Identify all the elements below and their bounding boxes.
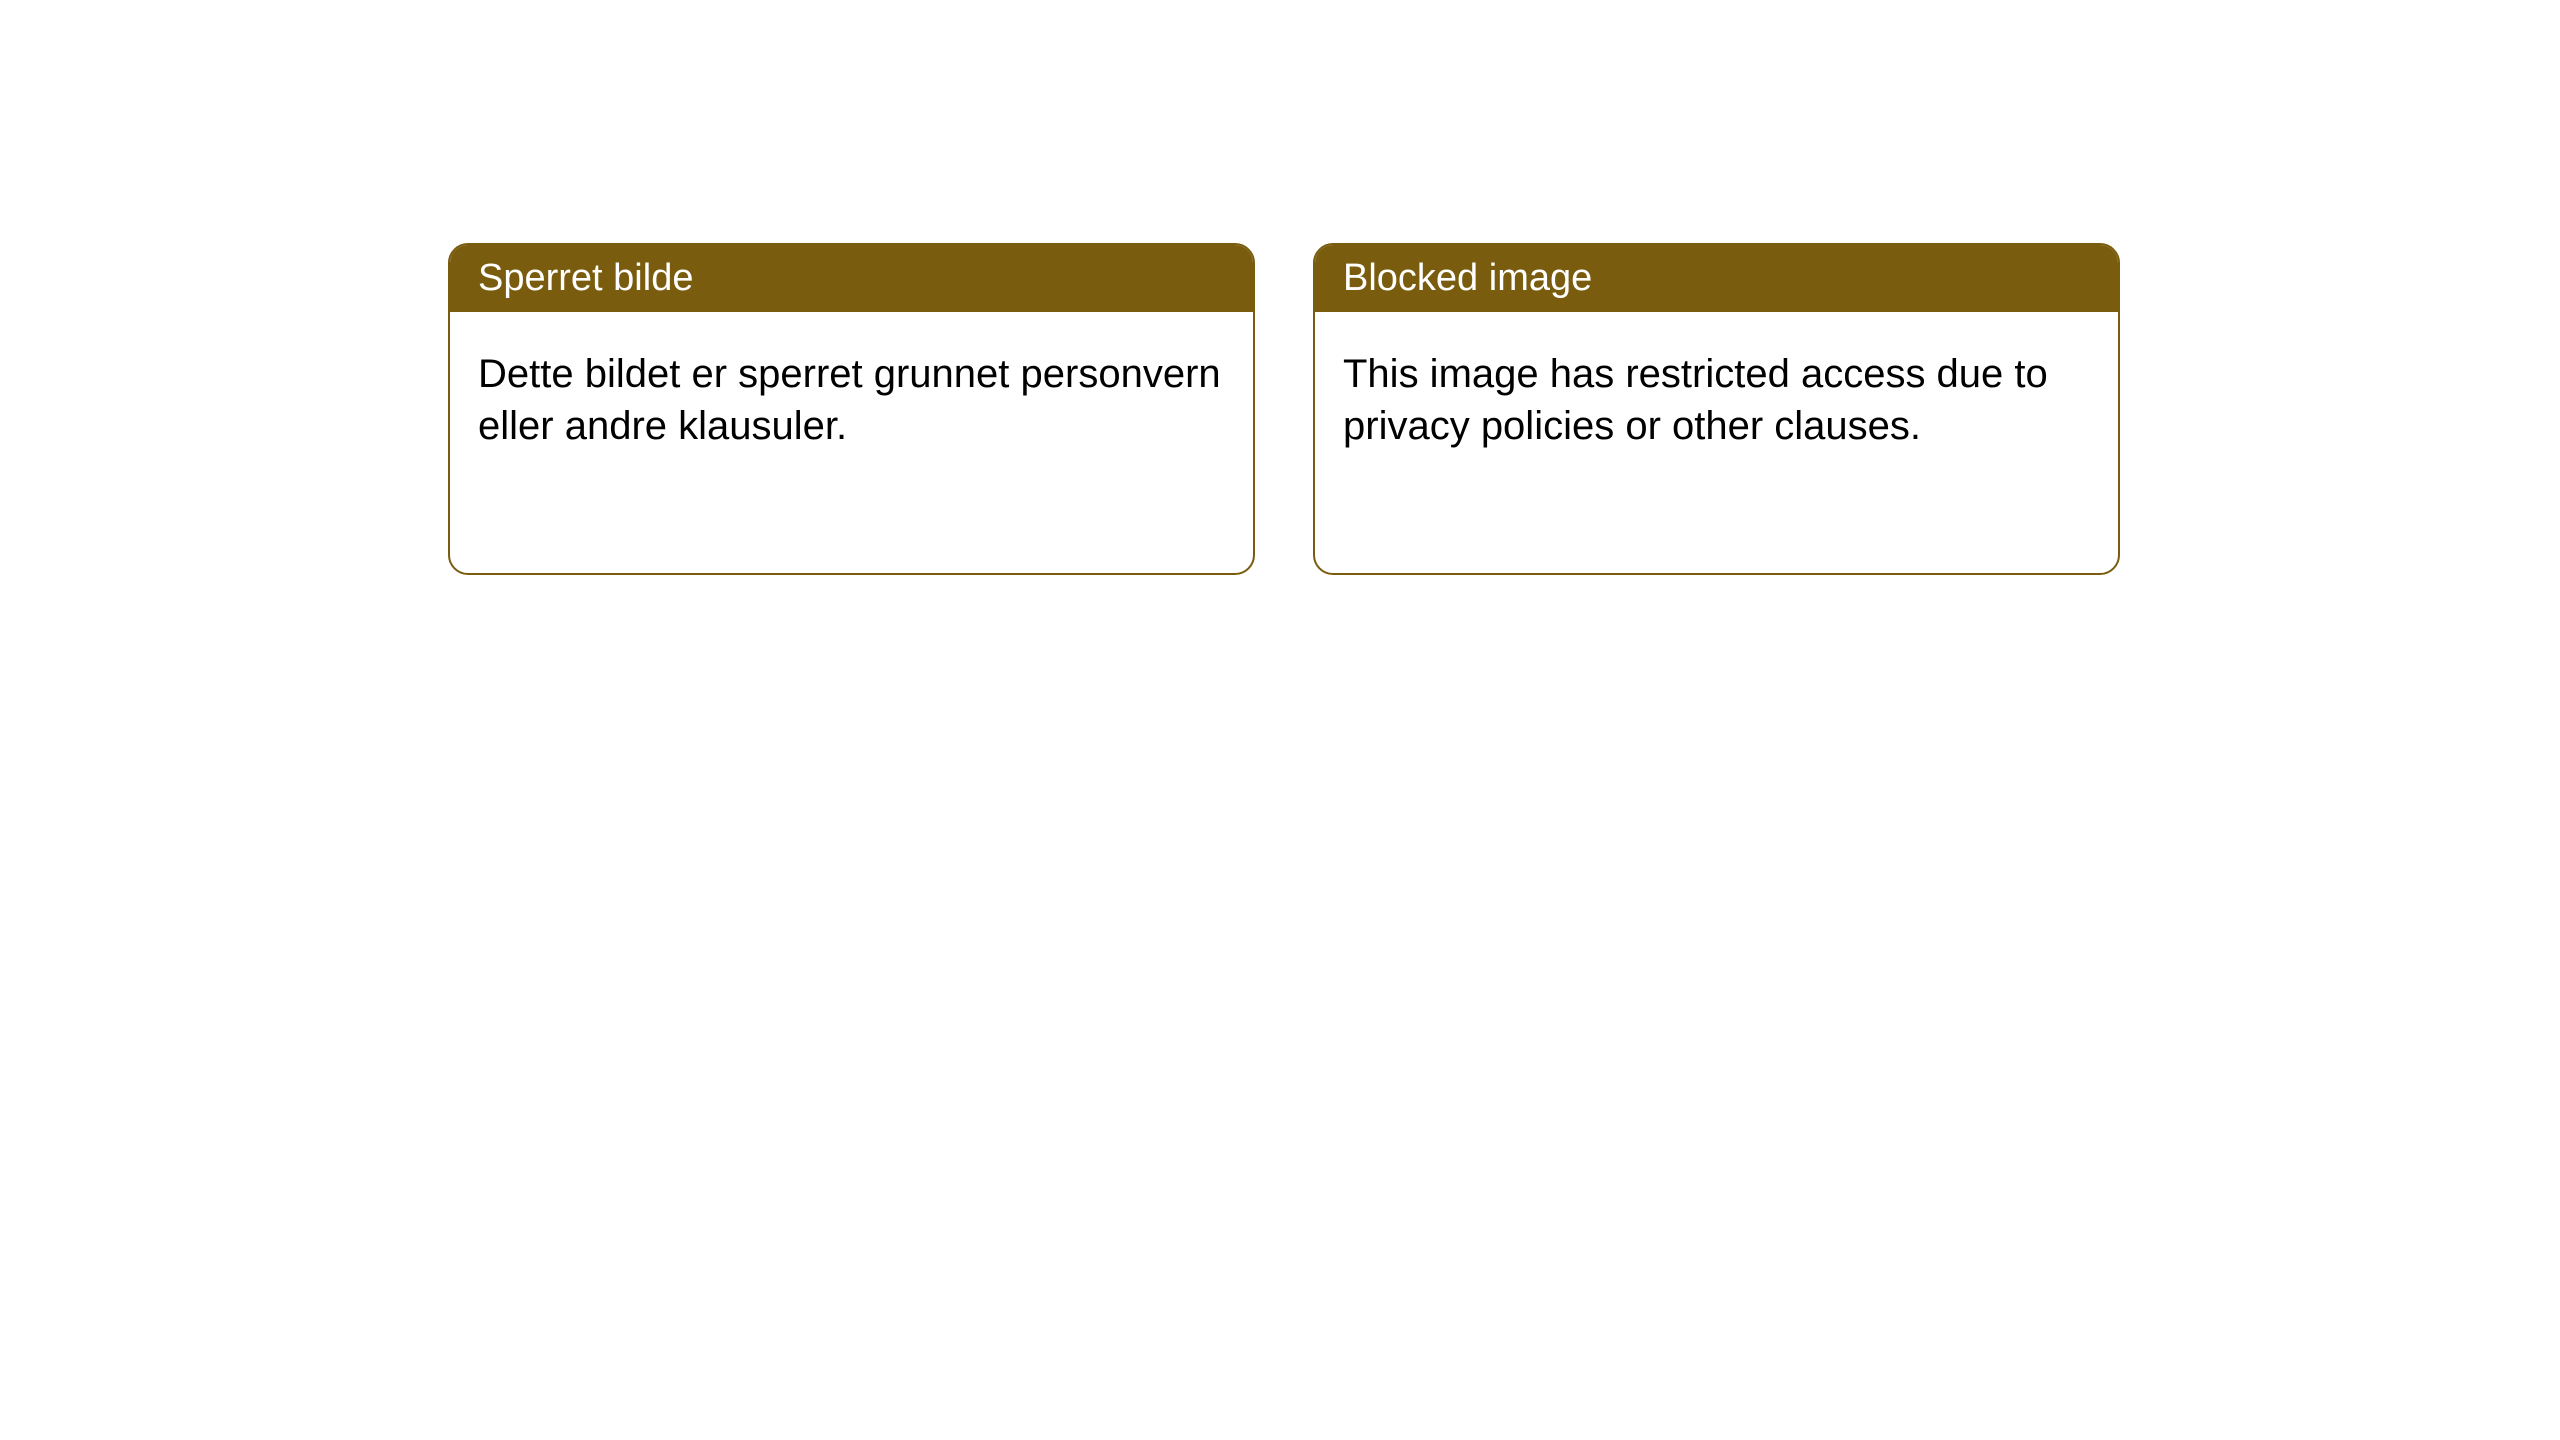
notice-body: Dette bildet er sperret grunnet personve… [450, 312, 1253, 488]
notice-card-english: Blocked image This image has restricted … [1313, 243, 2120, 575]
notice-container: Sperret bilde Dette bildet er sperret gr… [0, 0, 2560, 575]
notice-body: This image has restricted access due to … [1315, 312, 2118, 488]
notice-title: Blocked image [1315, 245, 2118, 312]
notice-card-norwegian: Sperret bilde Dette bildet er sperret gr… [448, 243, 1255, 575]
notice-title: Sperret bilde [450, 245, 1253, 312]
